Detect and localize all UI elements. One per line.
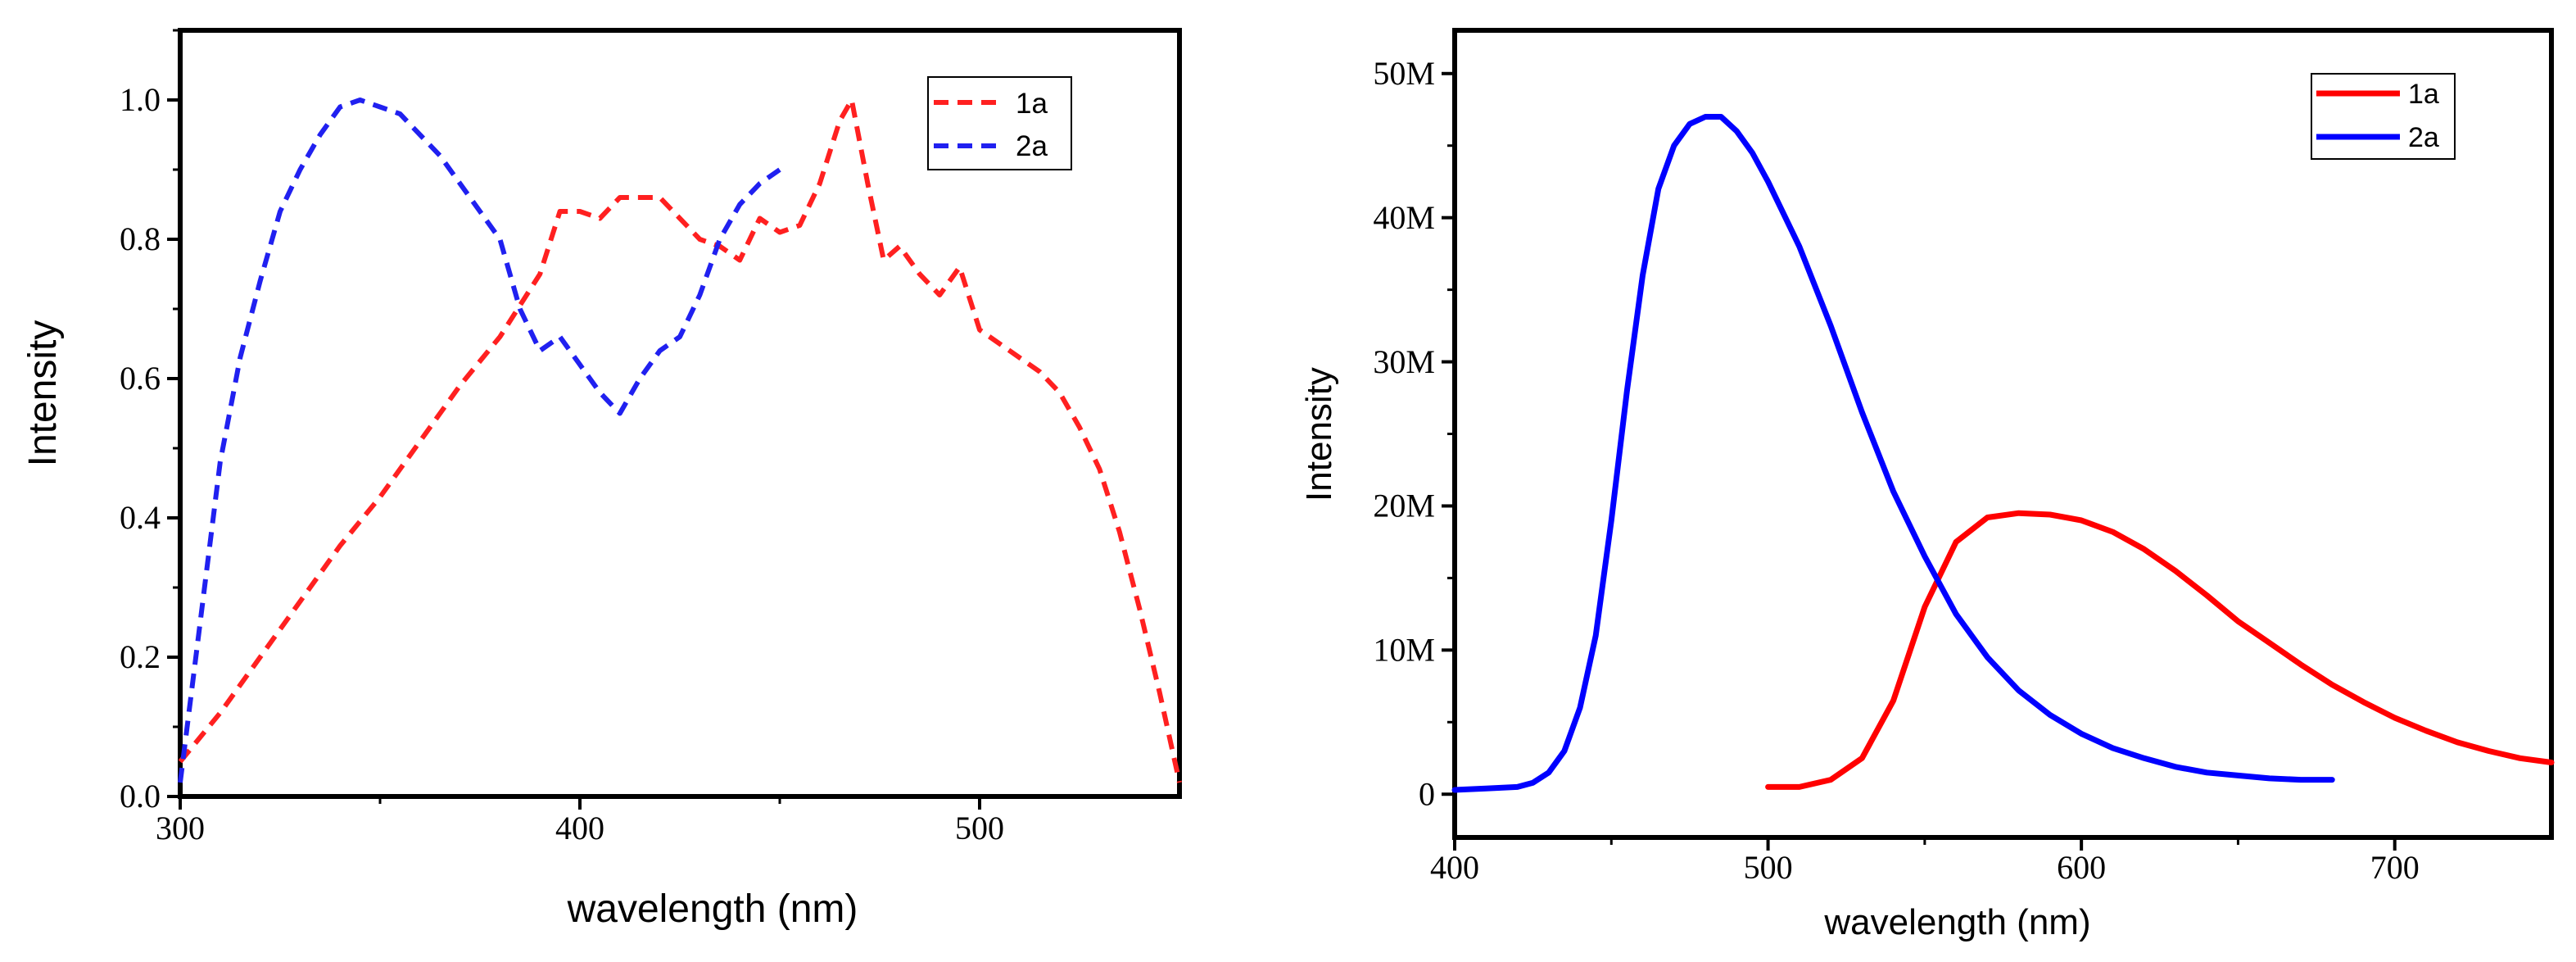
axes-ticks-right: 400 500 600 700 0 10M 20M 30M 40M 50M [1373, 55, 2419, 886]
x-axis-label-right: wavelength (nm) [1823, 902, 2090, 942]
y-tick-label: 30M [1373, 343, 1435, 380]
excitation-chart: 300 400 500 0.0 0.2 0.4 0.6 0.8 1.0 1a 2a wavele… [21, 28, 1182, 931]
x-tick-label: 400 [1430, 849, 1479, 886]
y-axis-label: Intensity [21, 320, 65, 467]
y-tick-label: 0.2 [120, 638, 161, 675]
y-tick-label: 0 [1419, 775, 1435, 812]
x-tick-label: 500 [955, 810, 1004, 846]
legend-box [927, 76, 1072, 170]
legend-box-right [2311, 73, 2456, 160]
plot-frame [178, 28, 1182, 799]
legend-label-2a: 2a [1016, 130, 1048, 162]
legend: 1a 2a [927, 76, 1072, 170]
y-tick-label: 40M [1373, 199, 1435, 236]
legend-label-1a-right: 1a [2408, 79, 2439, 110]
legend-label-1a: 1a [1016, 88, 1048, 120]
legend-label-2a-right: 2a [2408, 122, 2439, 153]
plot-area [178, 28, 1182, 799]
series-layer-right [1451, 114, 2555, 793]
x-axis-label: wavelength (nm) [567, 887, 858, 931]
y-axis-label-right: Intensity [1299, 367, 1339, 501]
x-tick-label: 300 [156, 810, 205, 846]
y-tick-label: 0.4 [120, 499, 161, 536]
y-tick-label: 0.8 [120, 220, 161, 257]
y-tick-label: 20M [1373, 488, 1435, 524]
axes-ticks: 300 400 500 0.0 0.2 0.4 0.6 0.8 1.0 [120, 29, 1004, 846]
x-tick-label: 500 [1744, 849, 1793, 886]
x-tick-label: 600 [2057, 849, 2106, 886]
y-tick-label: 1.0 [120, 81, 161, 118]
x-tick-label: 400 [555, 810, 604, 846]
series-line-1a [178, 98, 1182, 783]
y-tick-label: 0.6 [120, 360, 161, 397]
x-tick-label: 700 [2370, 849, 2420, 886]
series-line-2a [178, 98, 781, 783]
emission-chart: 400 500 600 700 0 10M 20M 30M 40M 50M 1a 2a wavel… [1299, 28, 2555, 942]
y-tick-label: 50M [1373, 55, 1435, 92]
y-tick-label: 0.0 [120, 778, 161, 815]
series-line-1a [1765, 510, 2555, 790]
series-line-2a [1451, 114, 2335, 793]
legend-right: 1a 2a [2311, 73, 2456, 160]
series-layer [178, 98, 1182, 783]
y-tick-label: 10M [1373, 632, 1435, 669]
